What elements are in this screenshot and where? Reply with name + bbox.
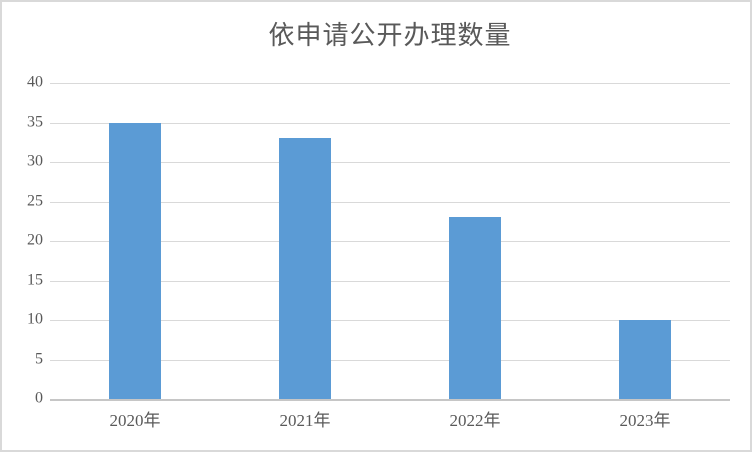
y-tick-label-35: 35	[27, 113, 43, 131]
x-axis: 2020年 2021年 2022年 2023年	[50, 406, 730, 434]
gridline-y-30	[50, 162, 730, 163]
y-tick-label-0: 0	[35, 389, 43, 407]
gridline-y-10	[50, 320, 730, 321]
chart-title: 依申请公开办理数量	[268, 21, 512, 50]
plot-area	[50, 83, 730, 401]
gridline-y-35	[50, 122, 730, 124]
y-tick-label-40: 40	[27, 73, 43, 91]
gridline-y-0	[50, 399, 730, 401]
x-tick-label-2021年: 2021年	[279, 411, 331, 430]
x-tick-label-2022年: 2022年	[449, 411, 501, 430]
y-tick-label-10: 10	[27, 310, 43, 328]
x-tick-label-2020年: 2020年	[109, 411, 161, 430]
bar-2020年	[109, 122, 161, 399]
gridline-y-40	[50, 83, 730, 84]
y-axis: 0 5 10 15 20 25 30 35 40	[2, 74, 46, 407]
bar-2021年	[279, 138, 331, 399]
gridline-y-25	[50, 201, 730, 203]
y-tick-label-15: 15	[27, 271, 43, 289]
y-tick-label-5: 5	[35, 350, 43, 368]
bar-2023年	[619, 320, 671, 399]
gridline-y-15	[50, 280, 730, 282]
y-tick-label-20: 20	[27, 231, 43, 249]
bar-2022年	[449, 217, 501, 399]
gridline-y-5	[50, 359, 730, 361]
gridline-y-20	[50, 241, 730, 242]
y-tick-label-30: 30	[27, 152, 43, 170]
y-tick-label-25: 25	[27, 192, 43, 210]
x-tick-label-2023年: 2023年	[619, 411, 671, 430]
